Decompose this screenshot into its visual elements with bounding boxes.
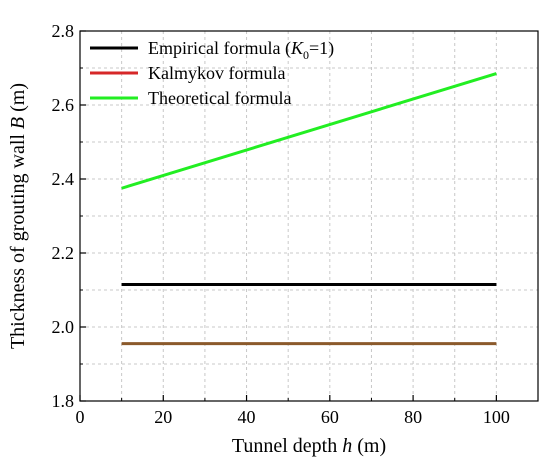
x-tick-label: 0 <box>76 407 85 427</box>
x-tick-label: 100 <box>483 407 510 427</box>
legend-entry-0: Empirical formula (K0=1) <box>148 38 334 62</box>
legend-entry-1: Kalmykov formula <box>148 63 285 83</box>
x-tick-label: 20 <box>154 407 172 427</box>
y-tick-label: 2.0 <box>52 317 75 337</box>
x-axis-label: Tunnel depth h (m) <box>232 435 386 457</box>
y-axis-label: Thickness of grouting wall B (m) <box>7 83 29 349</box>
legend-entry-2: Theoretical formula <box>148 88 291 108</box>
y-tick-label: 2.4 <box>52 169 75 189</box>
grid <box>80 31 538 401</box>
x-tick-label: 40 <box>238 407 256 427</box>
y-tick-label: 2.6 <box>52 95 75 115</box>
legend: Empirical formula (K0=1)Kalmykov formula… <box>90 38 334 108</box>
ticks: 0 20 40 60 80 100 1.8 2.0 2.2 2.4 2.6 2.8 <box>52 21 510 427</box>
y-tick-label: 1.8 <box>52 391 75 411</box>
x-tick-label: 60 <box>321 407 339 427</box>
y-tick-label: 2.2 <box>52 243 75 263</box>
series-lines <box>121 72 497 346</box>
y-tick-label: 2.8 <box>52 21 75 41</box>
x-tick-label: 80 <box>404 407 422 427</box>
series-line-2 <box>121 72 497 190</box>
